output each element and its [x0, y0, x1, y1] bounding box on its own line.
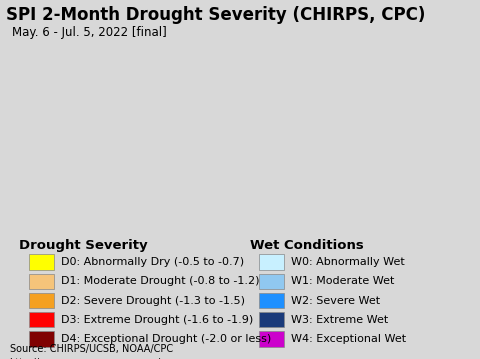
Text: Wet Conditions: Wet Conditions [250, 239, 363, 252]
Bar [259, 331, 284, 347]
Text: D4: Exceptional Drought (-2.0 or less): D4: Exceptional Drought (-2.0 or less) [61, 334, 271, 344]
Text: May. 6 - Jul. 5, 2022 [final]: May. 6 - Jul. 5, 2022 [final] [12, 26, 167, 39]
Text: W3: Extreme Wet: W3: Extreme Wet [291, 315, 389, 325]
Text: W0: Abnormally Wet: W0: Abnormally Wet [291, 257, 405, 267]
Bar [259, 274, 284, 289]
Text: W2: Severe Wet: W2: Severe Wet [291, 295, 381, 306]
Bar [29, 274, 54, 289]
Text: D3: Extreme Drought (-1.6 to -1.9): D3: Extreme Drought (-1.6 to -1.9) [61, 315, 253, 325]
Bar [29, 255, 54, 270]
Text: W1: Moderate Wet: W1: Moderate Wet [291, 276, 395, 286]
Text: W4: Exceptional Wet: W4: Exceptional Wet [291, 334, 407, 344]
Text: Source: CHIRPS/UCSB, NOAA/CPC
http://www.cpc.ncep.noaa.gov/: Source: CHIRPS/UCSB, NOAA/CPC http://www… [10, 344, 173, 359]
Bar [259, 293, 284, 308]
Bar [29, 331, 54, 347]
Bar [29, 312, 54, 327]
Text: D0: Abnormally Dry (-0.5 to -0.7): D0: Abnormally Dry (-0.5 to -0.7) [61, 257, 244, 267]
Bar [29, 293, 54, 308]
Bar [259, 255, 284, 270]
Text: D2: Severe Drought (-1.3 to -1.5): D2: Severe Drought (-1.3 to -1.5) [61, 295, 245, 306]
Bar [259, 312, 284, 327]
Text: SPI 2-Month Drought Severity (CHIRPS, CPC): SPI 2-Month Drought Severity (CHIRPS, CP… [6, 6, 425, 24]
Text: D1: Moderate Drought (-0.8 to -1.2): D1: Moderate Drought (-0.8 to -1.2) [61, 276, 260, 286]
Text: Drought Severity: Drought Severity [19, 239, 148, 252]
